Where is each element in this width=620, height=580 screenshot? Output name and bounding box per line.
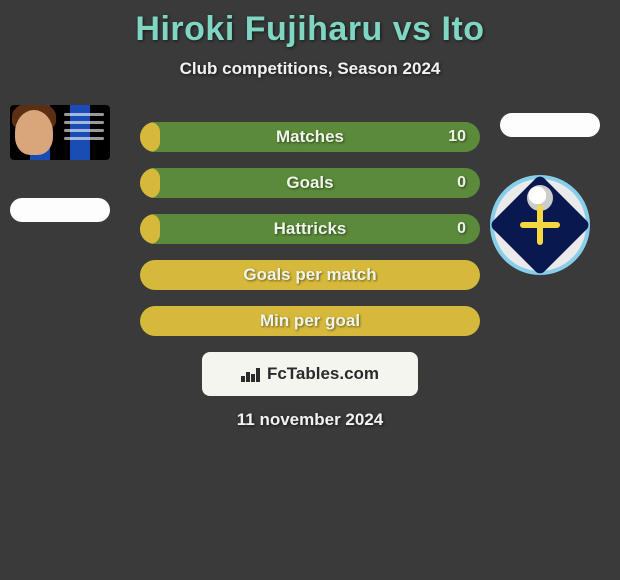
stat-bars: Matches10Goals0Hattricks0Goals per match… <box>140 122 480 352</box>
stat-bar-label: Min per goal <box>140 306 480 336</box>
player-right-name-pill <box>500 113 600 137</box>
comparison-infographic: Hiroki Fujiharu vs Ito Club competitions… <box>0 0 620 580</box>
stat-bar: Goals per match <box>140 260 480 290</box>
chart-icon <box>241 366 261 382</box>
stat-bar-label: Hattricks <box>140 214 480 244</box>
stat-bar-right-value: 10 <box>448 122 466 152</box>
stat-bar-label: Goals <box>140 168 480 198</box>
badge-cross-icon <box>520 205 560 245</box>
subtitle: Club competitions, Season 2024 <box>0 59 620 79</box>
stat-bar: Min per goal <box>140 306 480 336</box>
brand-text: FcTables.com <box>267 364 379 384</box>
player-left-name-pill <box>10 198 110 222</box>
player-right-block <box>490 105 590 275</box>
card-info-lines <box>64 113 104 145</box>
page-title: Hiroki Fujiharu vs Ito <box>0 0 620 49</box>
player-face-icon <box>15 110 53 155</box>
stat-bar-right-value: 0 <box>457 168 466 198</box>
stat-bar-label: Matches <box>140 122 480 152</box>
stat-bar-label: Goals per match <box>140 260 480 290</box>
team-badge <box>490 175 590 275</box>
stat-bar-right-value: 0 <box>457 214 466 244</box>
player-left-card <box>10 105 110 160</box>
stat-bar: Goals0 <box>140 168 480 198</box>
stat-bar: Matches10 <box>140 122 480 152</box>
stat-bar: Hattricks0 <box>140 214 480 244</box>
player-left-block <box>10 105 110 222</box>
date-text: 11 november 2024 <box>0 410 620 430</box>
brand-badge: FcTables.com <box>202 352 418 396</box>
